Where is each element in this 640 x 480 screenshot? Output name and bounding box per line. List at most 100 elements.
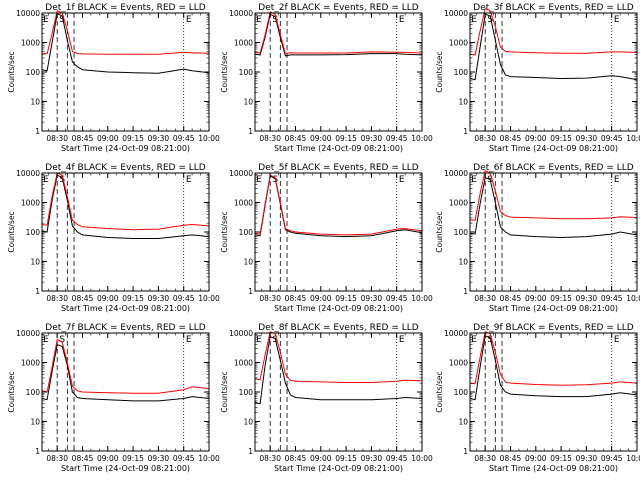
y-axis-label: Counts/sec bbox=[220, 371, 229, 412]
y-tick-label: 100 bbox=[239, 68, 254, 77]
lld-series-line bbox=[469, 169, 638, 221]
x-tick-label: 09:15 bbox=[335, 294, 357, 303]
x-axis-label: Start Time (24-Oct-09 08:21:00) bbox=[61, 144, 190, 153]
y-tick-label: 1000 bbox=[234, 39, 253, 48]
x-tick-label: 09:45 bbox=[601, 134, 623, 143]
x-tick-label: 10:00 bbox=[411, 454, 433, 463]
x-tick-label: 09:30 bbox=[576, 134, 598, 143]
x-tick-label: 08:30 bbox=[259, 134, 281, 143]
region-label: E bbox=[471, 335, 477, 345]
x-tick-label: 08:45 bbox=[285, 294, 307, 303]
x-tick-label: 08:30 bbox=[46, 454, 68, 463]
region-label: E bbox=[256, 175, 262, 185]
region-label: E bbox=[186, 175, 192, 185]
region-label: E bbox=[256, 335, 262, 345]
y-axis-label: Counts/sec bbox=[435, 371, 444, 412]
x-tick-label: 08:30 bbox=[259, 454, 281, 463]
lld-series-line bbox=[469, 331, 638, 386]
region-label: S bbox=[59, 335, 65, 345]
x-axis-label: Start Time (24-Oct-09 08:21:00) bbox=[61, 304, 190, 313]
panel-title: Det_5f BLACK = Events, RED = LLD bbox=[258, 163, 418, 173]
lld-series-line bbox=[254, 11, 423, 55]
region-label: E bbox=[614, 335, 620, 345]
y-tick-label: 10000 bbox=[16, 329, 40, 338]
y-tick-label: 1 bbox=[248, 287, 253, 296]
region-label: E bbox=[399, 335, 405, 345]
x-axis-label: Start Time (24-Oct-09 08:21:00) bbox=[489, 144, 618, 153]
lld-series-line bbox=[41, 338, 210, 394]
x-tick-label: 10:00 bbox=[198, 454, 220, 463]
y-axis-label: Counts/sec bbox=[220, 211, 229, 252]
region-label: S bbox=[59, 15, 65, 25]
x-tick-label: 09:15 bbox=[335, 134, 357, 143]
x-axis-label: Start Time (24-Oct-09 08:21:00) bbox=[274, 144, 403, 153]
x-tick-label: 09:30 bbox=[148, 294, 170, 303]
y-tick-label: 100 bbox=[454, 228, 469, 237]
y-tick-label: 1000 bbox=[234, 199, 253, 208]
lld-series-line bbox=[254, 174, 423, 236]
y-tick-label: 100 bbox=[26, 388, 41, 397]
y-tick-label: 10 bbox=[243, 418, 253, 427]
y-tick-label: 1 bbox=[463, 287, 468, 296]
y-tick-label: 1 bbox=[248, 447, 253, 456]
x-tick-label: 09:00 bbox=[97, 134, 119, 143]
y-tick-label: 10000 bbox=[229, 329, 253, 338]
y-tick-label: 10000 bbox=[229, 169, 253, 178]
region-label: E bbox=[399, 15, 405, 25]
x-tick-label: 09:00 bbox=[310, 454, 332, 463]
region-label: E bbox=[43, 15, 49, 25]
x-tick-label: 09:15 bbox=[550, 134, 572, 143]
x-tick-label: 08:45 bbox=[500, 454, 522, 463]
x-tick-label: 08:45 bbox=[72, 454, 94, 463]
x-tick-label: 09:00 bbox=[97, 294, 119, 303]
x-tick-label: 08:30 bbox=[474, 294, 496, 303]
x-tick-label: 09:30 bbox=[361, 294, 383, 303]
region-label: S bbox=[272, 15, 278, 25]
x-tick-label: 08:30 bbox=[259, 294, 281, 303]
x-tick-label: 09:00 bbox=[310, 134, 332, 143]
x-tick-label: 09:30 bbox=[148, 134, 170, 143]
region-label: E bbox=[186, 15, 192, 25]
lld-series-line bbox=[469, 8, 638, 56]
region-label: S bbox=[487, 15, 493, 25]
y-axis-label: Counts/sec bbox=[220, 51, 229, 92]
y-tick-label: 100 bbox=[26, 228, 41, 237]
y-tick-label: 1000 bbox=[21, 39, 40, 48]
y-tick-label: 10 bbox=[243, 98, 253, 107]
y-axis-label: Counts/sec bbox=[7, 211, 16, 252]
y-tick-label: 100 bbox=[454, 68, 469, 77]
x-tick-label: 09:30 bbox=[148, 454, 170, 463]
y-tick-label: 10 bbox=[458, 418, 468, 427]
y-tick-label: 10 bbox=[458, 98, 468, 107]
panel-title: Det_4f BLACK = Events, RED = LLD bbox=[45, 163, 205, 173]
x-tick-label: 10:00 bbox=[198, 294, 220, 303]
x-tick-label: 08:45 bbox=[72, 294, 94, 303]
panel-title: Det_6f BLACK = Events, RED = LLD bbox=[473, 163, 633, 173]
x-tick-label: 10:00 bbox=[198, 134, 220, 143]
x-tick-label: 09:45 bbox=[601, 294, 623, 303]
x-tick-label: 09:00 bbox=[525, 294, 547, 303]
y-tick-label: 1000 bbox=[21, 199, 40, 208]
y-axis-label: Counts/sec bbox=[435, 51, 444, 92]
events-series-line bbox=[254, 336, 423, 405]
x-tick-label: 08:45 bbox=[500, 294, 522, 303]
x-tick-label: 10:00 bbox=[626, 294, 640, 303]
y-tick-label: 10000 bbox=[444, 329, 468, 338]
x-axis-label: Start Time (24-Oct-09 08:21:00) bbox=[61, 464, 190, 473]
x-tick-label: 09:15 bbox=[335, 454, 357, 463]
x-tick-label: 08:30 bbox=[46, 294, 68, 303]
x-tick-label: 10:00 bbox=[411, 294, 433, 303]
panel-title: Det_1f BLACK = Events, RED = LLD bbox=[45, 3, 205, 13]
x-tick-label: 09:45 bbox=[173, 134, 195, 143]
region-label: E bbox=[614, 175, 620, 185]
y-tick-label: 10 bbox=[243, 258, 253, 267]
